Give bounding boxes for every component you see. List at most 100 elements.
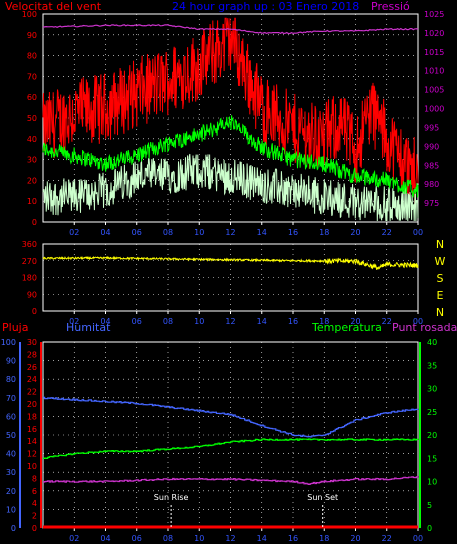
wind-panel-xtick-label: 04 [100, 228, 110, 237]
rain-tick-label: 16 [27, 425, 37, 434]
humidity-panel-xtick-label: 22 [382, 534, 392, 543]
wind-speed-tick-label: 40 [27, 135, 37, 144]
wind-panel-xtick-label: 08 [163, 228, 173, 237]
direction-panel-xtick-label: 12 [225, 317, 235, 326]
wind-min-series-line [42, 153, 419, 222]
wind-gust-series-line [42, 17, 419, 205]
direction-panel-xtick-label: 08 [163, 317, 173, 326]
wind-panel-xtick-label: 18 [319, 228, 329, 237]
direction-tick-label: 90 [27, 290, 37, 299]
wind-panel-xtick-label: 16 [288, 228, 298, 237]
wind-panel-xtick-label: 20 [350, 228, 360, 237]
wind-direction-series-line [42, 255, 419, 271]
humidity-axis-label: Humitat [66, 321, 111, 334]
rain-tick-label: 2 [32, 512, 37, 521]
rain-tick-label: 28 [27, 350, 37, 359]
direction-panel-xtick-label: 06 [132, 317, 142, 326]
temperature-tick-label: 5 [427, 501, 432, 510]
humidity-panel-xtick-label: 14 [257, 534, 267, 543]
pressure-tick-label: 990 [424, 142, 439, 151]
direction-panel-xtick-label: 20 [350, 317, 360, 326]
compass-letter: W [435, 255, 446, 268]
pressure-tick-label: 995 [424, 123, 439, 132]
sunset-label: Sun Set [307, 493, 338, 502]
humidity-panel-frame [42, 341, 419, 529]
direction-panel-xtick-label: 02 [69, 317, 79, 326]
humidity-tick-label: 80 [6, 375, 16, 384]
rain-tick-label: 26 [27, 363, 37, 372]
humidity-panel-xtick-label: 20 [350, 534, 360, 543]
direction-panel-xtick-label: 18 [319, 317, 329, 326]
pressure-axis-label: Pressió [371, 0, 410, 13]
humidity-panel-xtick-label: 10 [194, 534, 204, 543]
rain-tick-label: 12 [27, 450, 37, 459]
rain-axis-label: Pluja [2, 321, 28, 334]
temperature-tick-label: 30 [427, 385, 437, 394]
compass-letter: N [436, 238, 444, 251]
temperature-tick-label: 40 [427, 338, 437, 347]
wind-panel-xtick-label: 22 [382, 228, 392, 237]
wind-speed-tick-label: 100 [22, 10, 37, 19]
pressure-tick-label: 1000 [424, 105, 444, 114]
direction-panel-xtick-label: 16 [288, 317, 298, 326]
rain-tick-label: 22 [27, 388, 37, 397]
temperature-series-line [43, 438, 419, 459]
temperature-tick-label: 0 [427, 524, 432, 533]
rain-tick-label: 30 [27, 338, 37, 347]
humidity-panel-xtick-label: 06 [132, 534, 142, 543]
humidity-tick-label: 30 [6, 468, 16, 477]
wind-speed-tick-label: 30 [27, 156, 37, 165]
direction-panel-xtick-label: 04 [100, 317, 110, 326]
wind-mean-series-line [42, 115, 419, 198]
rain-tick-label: 18 [27, 412, 37, 421]
temperature-tick-label: 10 [427, 478, 437, 487]
wind-speed-tick-label: 70 [27, 72, 37, 81]
temperature-tick-label: 20 [427, 431, 437, 440]
wind-panel-xtick-label: 06 [132, 228, 142, 237]
humidity-tick-label: 50 [6, 431, 16, 440]
compass-letter: E [437, 289, 444, 302]
rain-tick-label: 10 [27, 462, 37, 471]
direction-tick-label: 270 [22, 257, 37, 266]
rain-tick-label: 6 [32, 487, 37, 496]
humidity-tick-label: 0 [11, 524, 16, 533]
wind-speed-tick-label: 50 [27, 114, 37, 123]
humidity-panel-xtick-label: 04 [100, 534, 110, 543]
wind-speed-axis-label: Velocitat del vent [5, 0, 102, 13]
humidity-tick-label: 90 [6, 357, 16, 366]
temperature-tick-label: 25 [427, 408, 437, 417]
wind-speed-tick-label: 60 [27, 93, 37, 102]
humidity-tick-label: 10 [6, 505, 16, 514]
temperature-tick-label: 35 [427, 361, 437, 370]
pressure-tick-label: 980 [424, 180, 439, 189]
temperature-axis-label: Temperatura [311, 321, 382, 334]
humidity-tick-label: 40 [6, 450, 16, 459]
wind-speed-tick-label: 90 [27, 31, 37, 40]
rain-tick-label: 8 [32, 474, 37, 483]
pressure-tick-label: 1005 [424, 86, 444, 95]
pressure-tick-label: 1025 [424, 10, 444, 19]
wind-speed-tick-label: 20 [27, 176, 37, 185]
pressure-tick-label: 1015 [424, 48, 444, 57]
pressure-tick-label: 1020 [424, 29, 444, 38]
pressure-tick-label: 985 [424, 161, 439, 170]
wind-panel-xtick-label: 00 [413, 228, 423, 237]
pressure-tick-label: 1010 [424, 67, 444, 76]
direction-panel-xtick-label: 14 [257, 317, 267, 326]
rain-tick-label: 4 [32, 499, 37, 508]
humidity-tick-label: 60 [6, 412, 16, 421]
rain-tick-label: 24 [27, 375, 37, 384]
temperature-tick-label: 15 [427, 454, 437, 463]
rain-tick-label: 20 [27, 400, 37, 409]
humidity-tick-label: 70 [6, 394, 16, 403]
direction-panel-xtick-label: 00 [413, 317, 423, 326]
humidity-panel-xtick-label: 00 [413, 534, 423, 543]
wind-panel-xtick-label: 02 [69, 228, 79, 237]
wind-panel-xtick-label: 14 [257, 228, 267, 237]
dewpoint-axis-label: Punt rosada [392, 321, 457, 334]
humidity-tick-label: 20 [6, 487, 16, 496]
wind-speed-tick-label: 80 [27, 52, 37, 61]
humidity-panel-xtick-label: 02 [69, 534, 79, 543]
compass-letter: N [436, 306, 444, 319]
direction-tick-label: 0 [32, 307, 37, 316]
